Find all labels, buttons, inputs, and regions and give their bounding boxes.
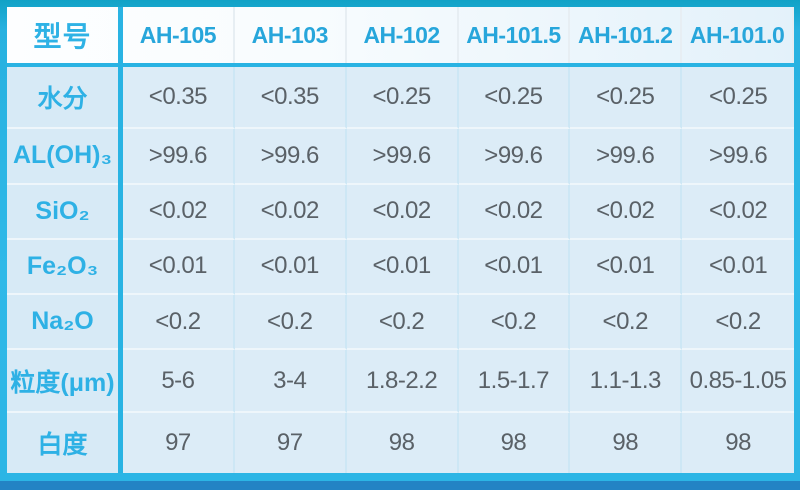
table-row-moisture: 水分 <0.35 <0.35 <0.25 <0.25 <0.25 <0.25	[7, 67, 794, 130]
table-cell: 98	[570, 412, 683, 473]
table-cell: <0.02	[570, 184, 683, 240]
table-cell: <0.35	[123, 67, 235, 130]
column-divider	[118, 67, 123, 130]
column-header-ah102: AH-102	[347, 7, 459, 63]
spec-table: 型号 AH-105 AH-103 AH-102 AH-101.5 AH-101.…	[7, 7, 794, 473]
table-cell: >99.6	[346, 129, 459, 185]
column-divider	[118, 239, 123, 296]
column-divider	[118, 295, 123, 351]
table-cell: >99.6	[458, 129, 571, 185]
table-row-sio2: SiO₂ <0.02 <0.02 <0.02 <0.02 <0.02 <0.02	[7, 184, 794, 240]
row-label-cell: AL(OH)₃	[7, 129, 118, 185]
row-label-cell: 水分	[7, 67, 118, 130]
table-cell: <0.01	[458, 239, 571, 296]
table-cell: <0.02	[682, 185, 794, 240]
row-label: 水分	[37, 85, 88, 114]
table-cell: <0.2	[682, 295, 794, 351]
table-cell: <0.01	[682, 240, 794, 296]
table-cell: <0.25	[458, 67, 571, 130]
column-header-ah101-0: AH-101.0	[682, 7, 794, 63]
column-header-ah105: AH-105	[123, 7, 235, 63]
row-label: 白度	[37, 430, 88, 459]
row-label: SiO₂	[35, 196, 90, 225]
table-cell: <0.2	[234, 295, 347, 351]
table-cell: >99.6	[682, 129, 794, 185]
column-divider	[118, 412, 123, 473]
table-cell: 97	[123, 412, 235, 473]
row-label-cell: 粒度(μm)	[7, 350, 118, 413]
table-cell: 98	[459, 412, 571, 473]
table-cell: <0.01	[570, 239, 683, 296]
table-cell: >99.6	[234, 129, 347, 185]
column-header-ah103: AH-103	[235, 7, 347, 63]
table-cell: <0.01	[234, 239, 347, 296]
row-label: AL(OH)₃	[12, 141, 113, 170]
table-cell: 1.5-1.7	[458, 350, 571, 413]
header-divider	[7, 63, 794, 67]
table-cell: <0.2	[458, 295, 571, 351]
column-header-ah101-2: AH-101.2	[570, 7, 683, 63]
table-cell: 5-6	[123, 350, 235, 413]
row-label: Fe₂O₃	[26, 251, 99, 280]
table-cell: <0.25	[570, 67, 683, 130]
row-label-cell: Na₂O	[7, 295, 118, 351]
table-cell: <0.01	[346, 239, 459, 296]
corner-header-cell: 型号	[7, 7, 118, 63]
table-cell: <0.35	[234, 67, 347, 130]
table-cell: <0.02	[234, 184, 347, 240]
table-cell: 0.85-1.05	[682, 350, 794, 413]
column-divider	[118, 350, 123, 413]
table-row-fe2o3: Fe₂O₃ <0.01 <0.01 <0.01 <0.01 <0.01 <0.0…	[7, 239, 794, 296]
corner-label: 型号	[33, 21, 92, 52]
table-cell: <0.2	[346, 295, 459, 351]
row-label-cell: Fe₂O₃	[7, 239, 118, 296]
table-cell: 98	[725, 428, 751, 456]
table-cell: >99.6	[123, 129, 235, 185]
table-cell: <0.02	[123, 184, 235, 240]
table-row-na2o: Na₂O <0.2 <0.2 <0.2 <0.2 <0.2 <0.2	[7, 295, 794, 351]
row-label: 粒度(μm)	[10, 368, 115, 397]
row-label-cell: SiO₂	[7, 184, 118, 240]
table-cell: <0.02	[346, 184, 459, 240]
table-cell: 1.8-2.2	[346, 350, 459, 413]
table-cell: <0.01	[123, 239, 235, 296]
table-cell: <0.2	[570, 295, 683, 351]
table-cell: <0.25	[346, 67, 459, 130]
table-cell: <0.02	[458, 184, 571, 240]
table-cell: 1.1-1.3	[570, 350, 683, 413]
table-cell: >99.6	[570, 129, 683, 185]
table-cell: <0.2	[123, 295, 235, 351]
column-divider	[118, 129, 123, 185]
row-label-cell: 白度	[7, 412, 118, 473]
table-row-particle-size: 粒度(μm) 5-6 3-4 1.8-2.2 1.5-1.7 1.1-1.3 0…	[7, 350, 794, 413]
table-cell: 97	[235, 412, 347, 473]
column-header-ah101-5: AH-101.5	[459, 7, 571, 63]
table-cell: <0.25	[682, 67, 794, 130]
column-divider	[118, 184, 123, 240]
column-divider	[118, 7, 123, 63]
table-row-whiteness: 白度 97 97 98 98 98 98	[7, 412, 794, 473]
row-label: Na₂O	[31, 307, 94, 336]
table-cell: 3-4	[234, 350, 347, 413]
table-row-aloh3: AL(OH)₃ >99.6 >99.6 >99.6 >99.6 >99.6 >9…	[7, 129, 794, 185]
table-cell: 98	[347, 412, 459, 473]
header-row: 型号 AH-105 AH-103 AH-102 AH-101.5 AH-101.…	[7, 7, 794, 63]
